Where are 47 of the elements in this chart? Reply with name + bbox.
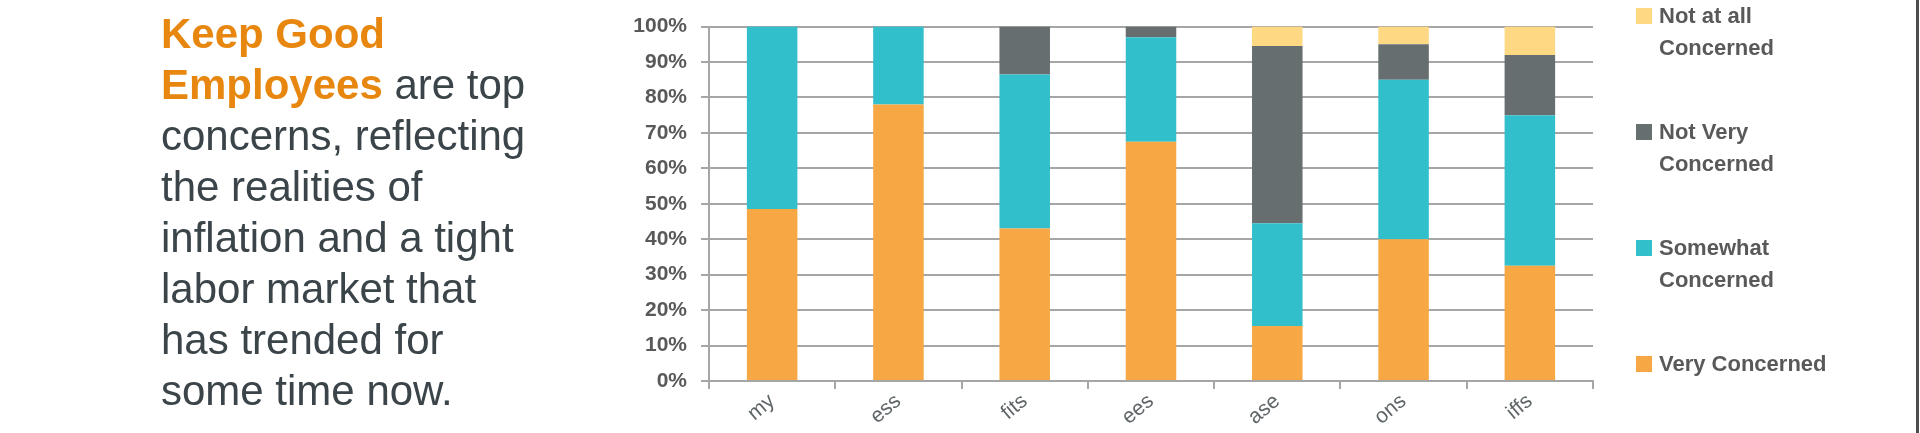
bar bbox=[1378, 79, 1429, 240]
bar bbox=[746, 26, 798, 210]
y-tick-label: 90% bbox=[644, 48, 688, 72]
x-tick-label: ees bbox=[1116, 388, 1158, 428]
legend-label: Not Very Concerned bbox=[1659, 118, 1775, 178]
text: are top bbox=[394, 61, 526, 108]
bar bbox=[873, 26, 924, 105]
bar bbox=[1378, 26, 1429, 45]
bar bbox=[1504, 26, 1556, 55]
legend-label: Somewhat Concerned bbox=[1659, 234, 1775, 294]
bar bbox=[873, 104, 924, 380]
bar bbox=[1252, 26, 1303, 47]
bar bbox=[999, 228, 1050, 380]
x-tick-label: ons bbox=[1369, 388, 1410, 428]
bar bbox=[1504, 115, 1556, 266]
y-tick-label: 10% bbox=[644, 332, 688, 356]
text: concerns, reflecting the realities of inflation and a tight labor market that has trended for some time now. bbox=[161, 112, 526, 414]
bar bbox=[1125, 26, 1177, 38]
y-tick-label: 40% bbox=[644, 226, 688, 250]
legend-label: Not at all Concerned bbox=[1659, 2, 1775, 62]
bar bbox=[1252, 326, 1303, 380]
bar bbox=[1378, 239, 1429, 380]
x-tick-label: iffs bbox=[1501, 388, 1537, 424]
y-tick-label: 20% bbox=[644, 296, 688, 320]
y-tick-label: 30% bbox=[644, 261, 688, 285]
y-tick-label: 50% bbox=[644, 190, 688, 214]
y-tick-label: 0% bbox=[656, 367, 688, 391]
x-tick-label: ase bbox=[1242, 388, 1284, 428]
y-tick-label: 100% bbox=[633, 13, 688, 37]
x-tick-label: fits bbox=[995, 388, 1032, 424]
bar bbox=[1125, 141, 1177, 380]
bar bbox=[1378, 44, 1429, 80]
bar bbox=[1504, 54, 1556, 116]
x-tick-label: my bbox=[742, 388, 779, 425]
x-tick-label: ess bbox=[864, 388, 905, 428]
bar bbox=[746, 209, 798, 380]
bar bbox=[1252, 223, 1303, 327]
y-tick-label: 80% bbox=[644, 84, 688, 108]
bar bbox=[1125, 37, 1177, 142]
bar bbox=[1504, 265, 1556, 380]
text: Keep Good Employees bbox=[161, 10, 386, 108]
bar bbox=[999, 26, 1050, 75]
bar bbox=[999, 74, 1050, 229]
legend-label: Very Concerned bbox=[1659, 350, 1828, 378]
y-tick-label: 70% bbox=[644, 119, 688, 143]
y-tick-label: 60% bbox=[644, 155, 688, 179]
bar bbox=[1252, 46, 1303, 224]
